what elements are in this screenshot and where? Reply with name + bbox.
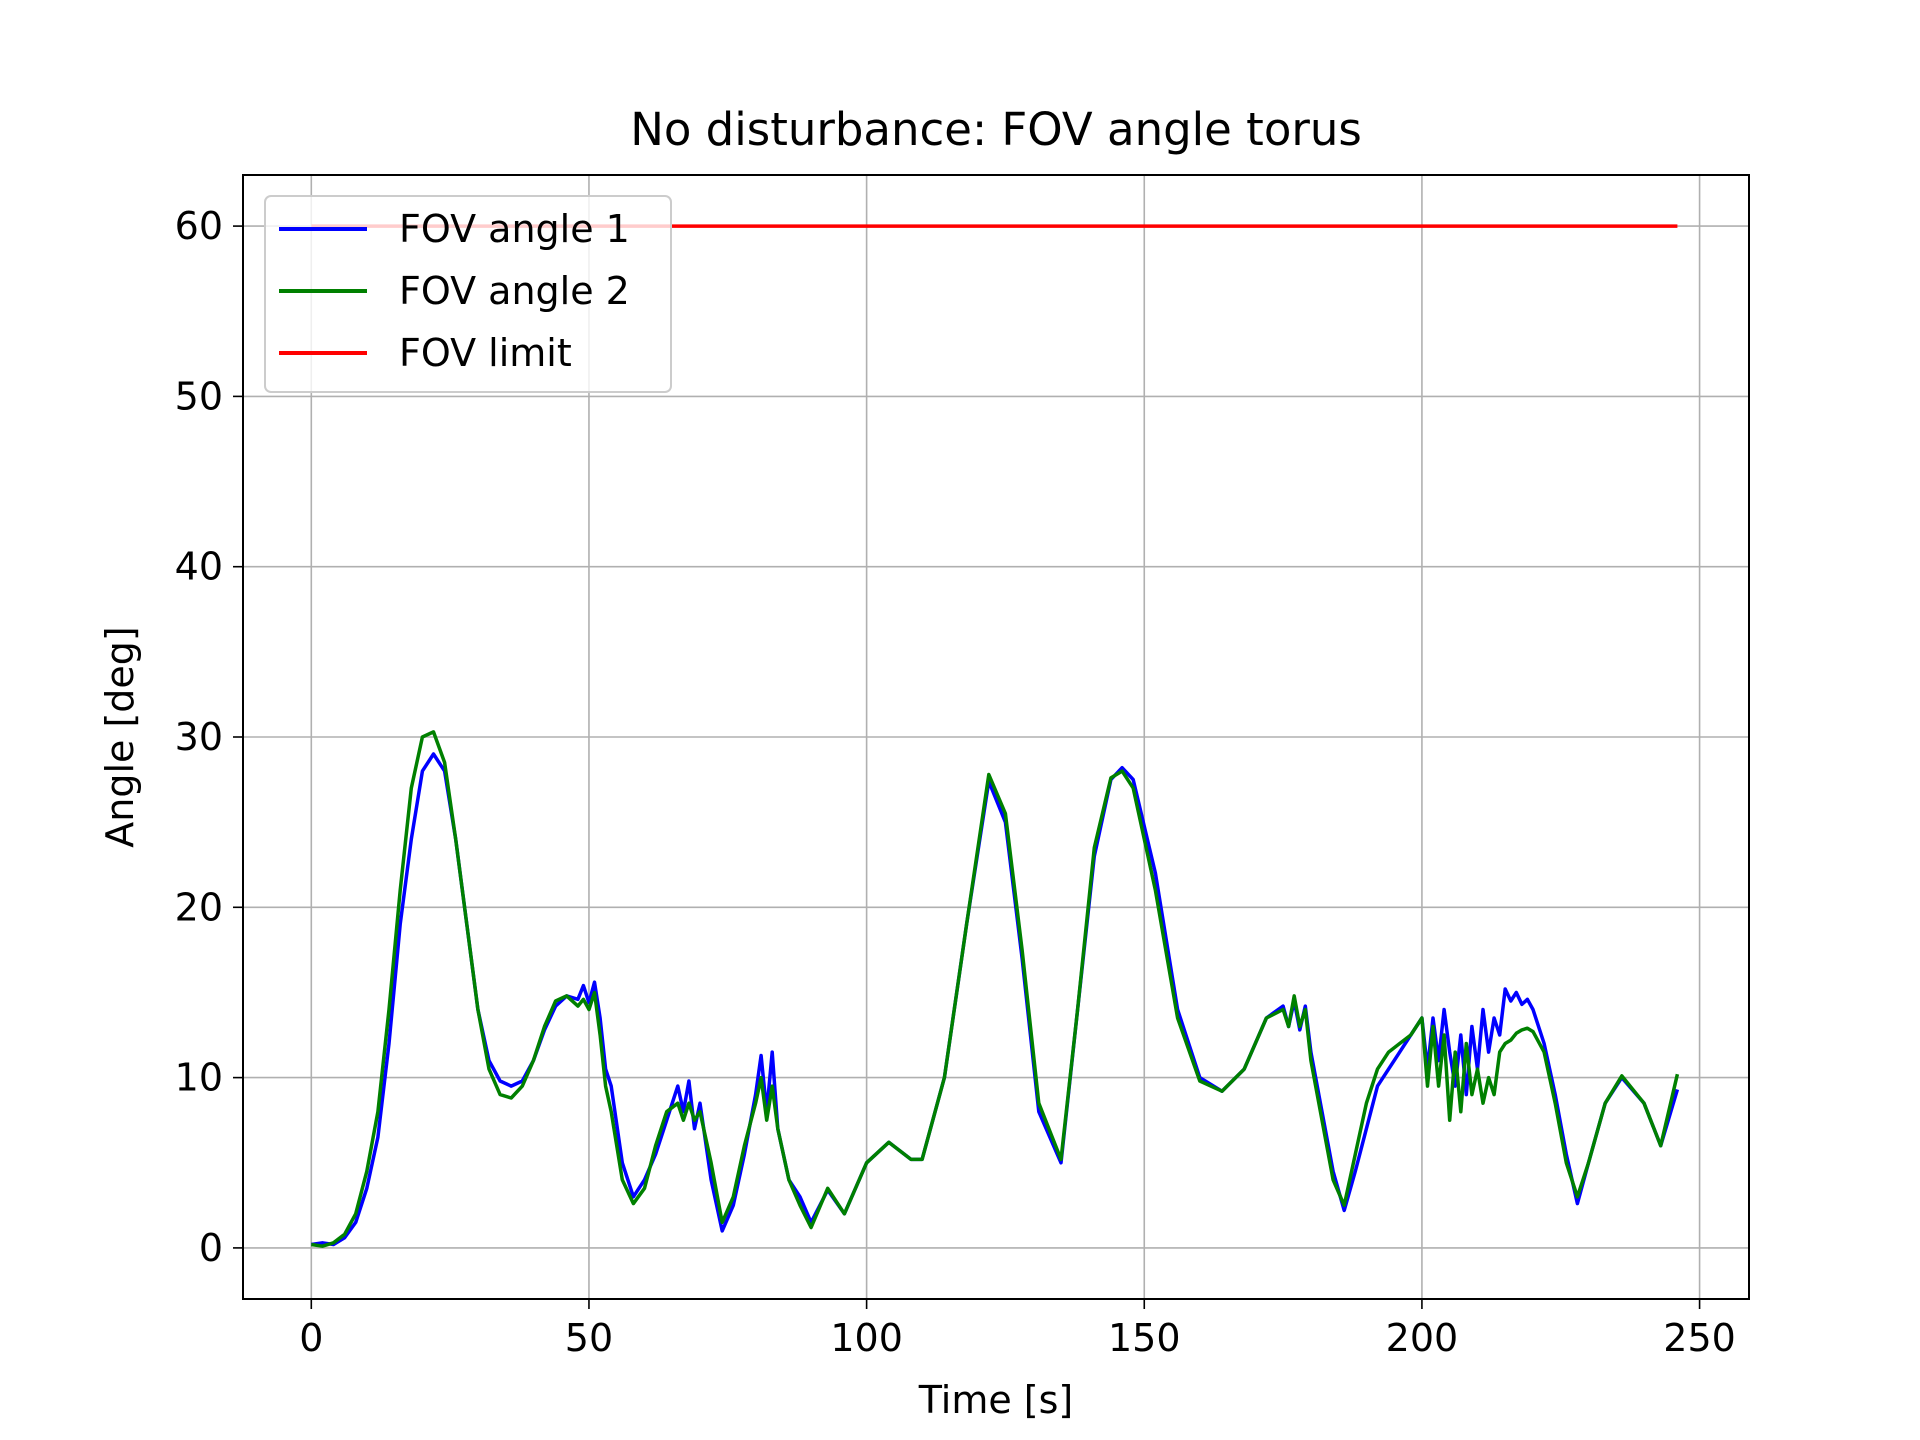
y-tick-label: 60 — [175, 204, 223, 248]
x-tick-label: 100 — [830, 1316, 903, 1360]
legend-label-fov-angle-2: FOV angle 2 — [399, 269, 630, 313]
legend-label-fov-limit: FOV limit — [399, 331, 572, 375]
x-tick-label: 200 — [1386, 1316, 1459, 1360]
x-tick-label: 50 — [565, 1316, 613, 1360]
y-tick-label: 10 — [175, 1056, 223, 1100]
y-tick-label: 0 — [199, 1226, 223, 1270]
axis-ticks: 0 50 100 150 200 250 0 10 20 30 40 50 60 — [175, 204, 1736, 1360]
x-tick-label: 0 — [299, 1316, 323, 1360]
series-line-fov-angle-2 — [311, 730, 1680, 1248]
legend-box — [264, 195, 672, 393]
y-tick-label: 20 — [175, 885, 223, 929]
y-tick-label: 50 — [175, 374, 223, 418]
chart-title: No disturbance: FOV angle torus — [630, 103, 1362, 156]
legend: FOV angle 1 FOV angle 2 FOV limit — [264, 195, 672, 393]
y-tick-label: 40 — [175, 545, 223, 589]
legend-label-fov-angle-1: FOV angle 1 — [399, 207, 630, 251]
x-tick-label: 150 — [1108, 1316, 1181, 1360]
y-axis-label: Angle [deg] — [98, 626, 142, 848]
y-tick-label: 30 — [175, 715, 223, 759]
x-axis-label: Time [s] — [918, 1378, 1074, 1422]
x-tick-label: 250 — [1663, 1316, 1736, 1360]
